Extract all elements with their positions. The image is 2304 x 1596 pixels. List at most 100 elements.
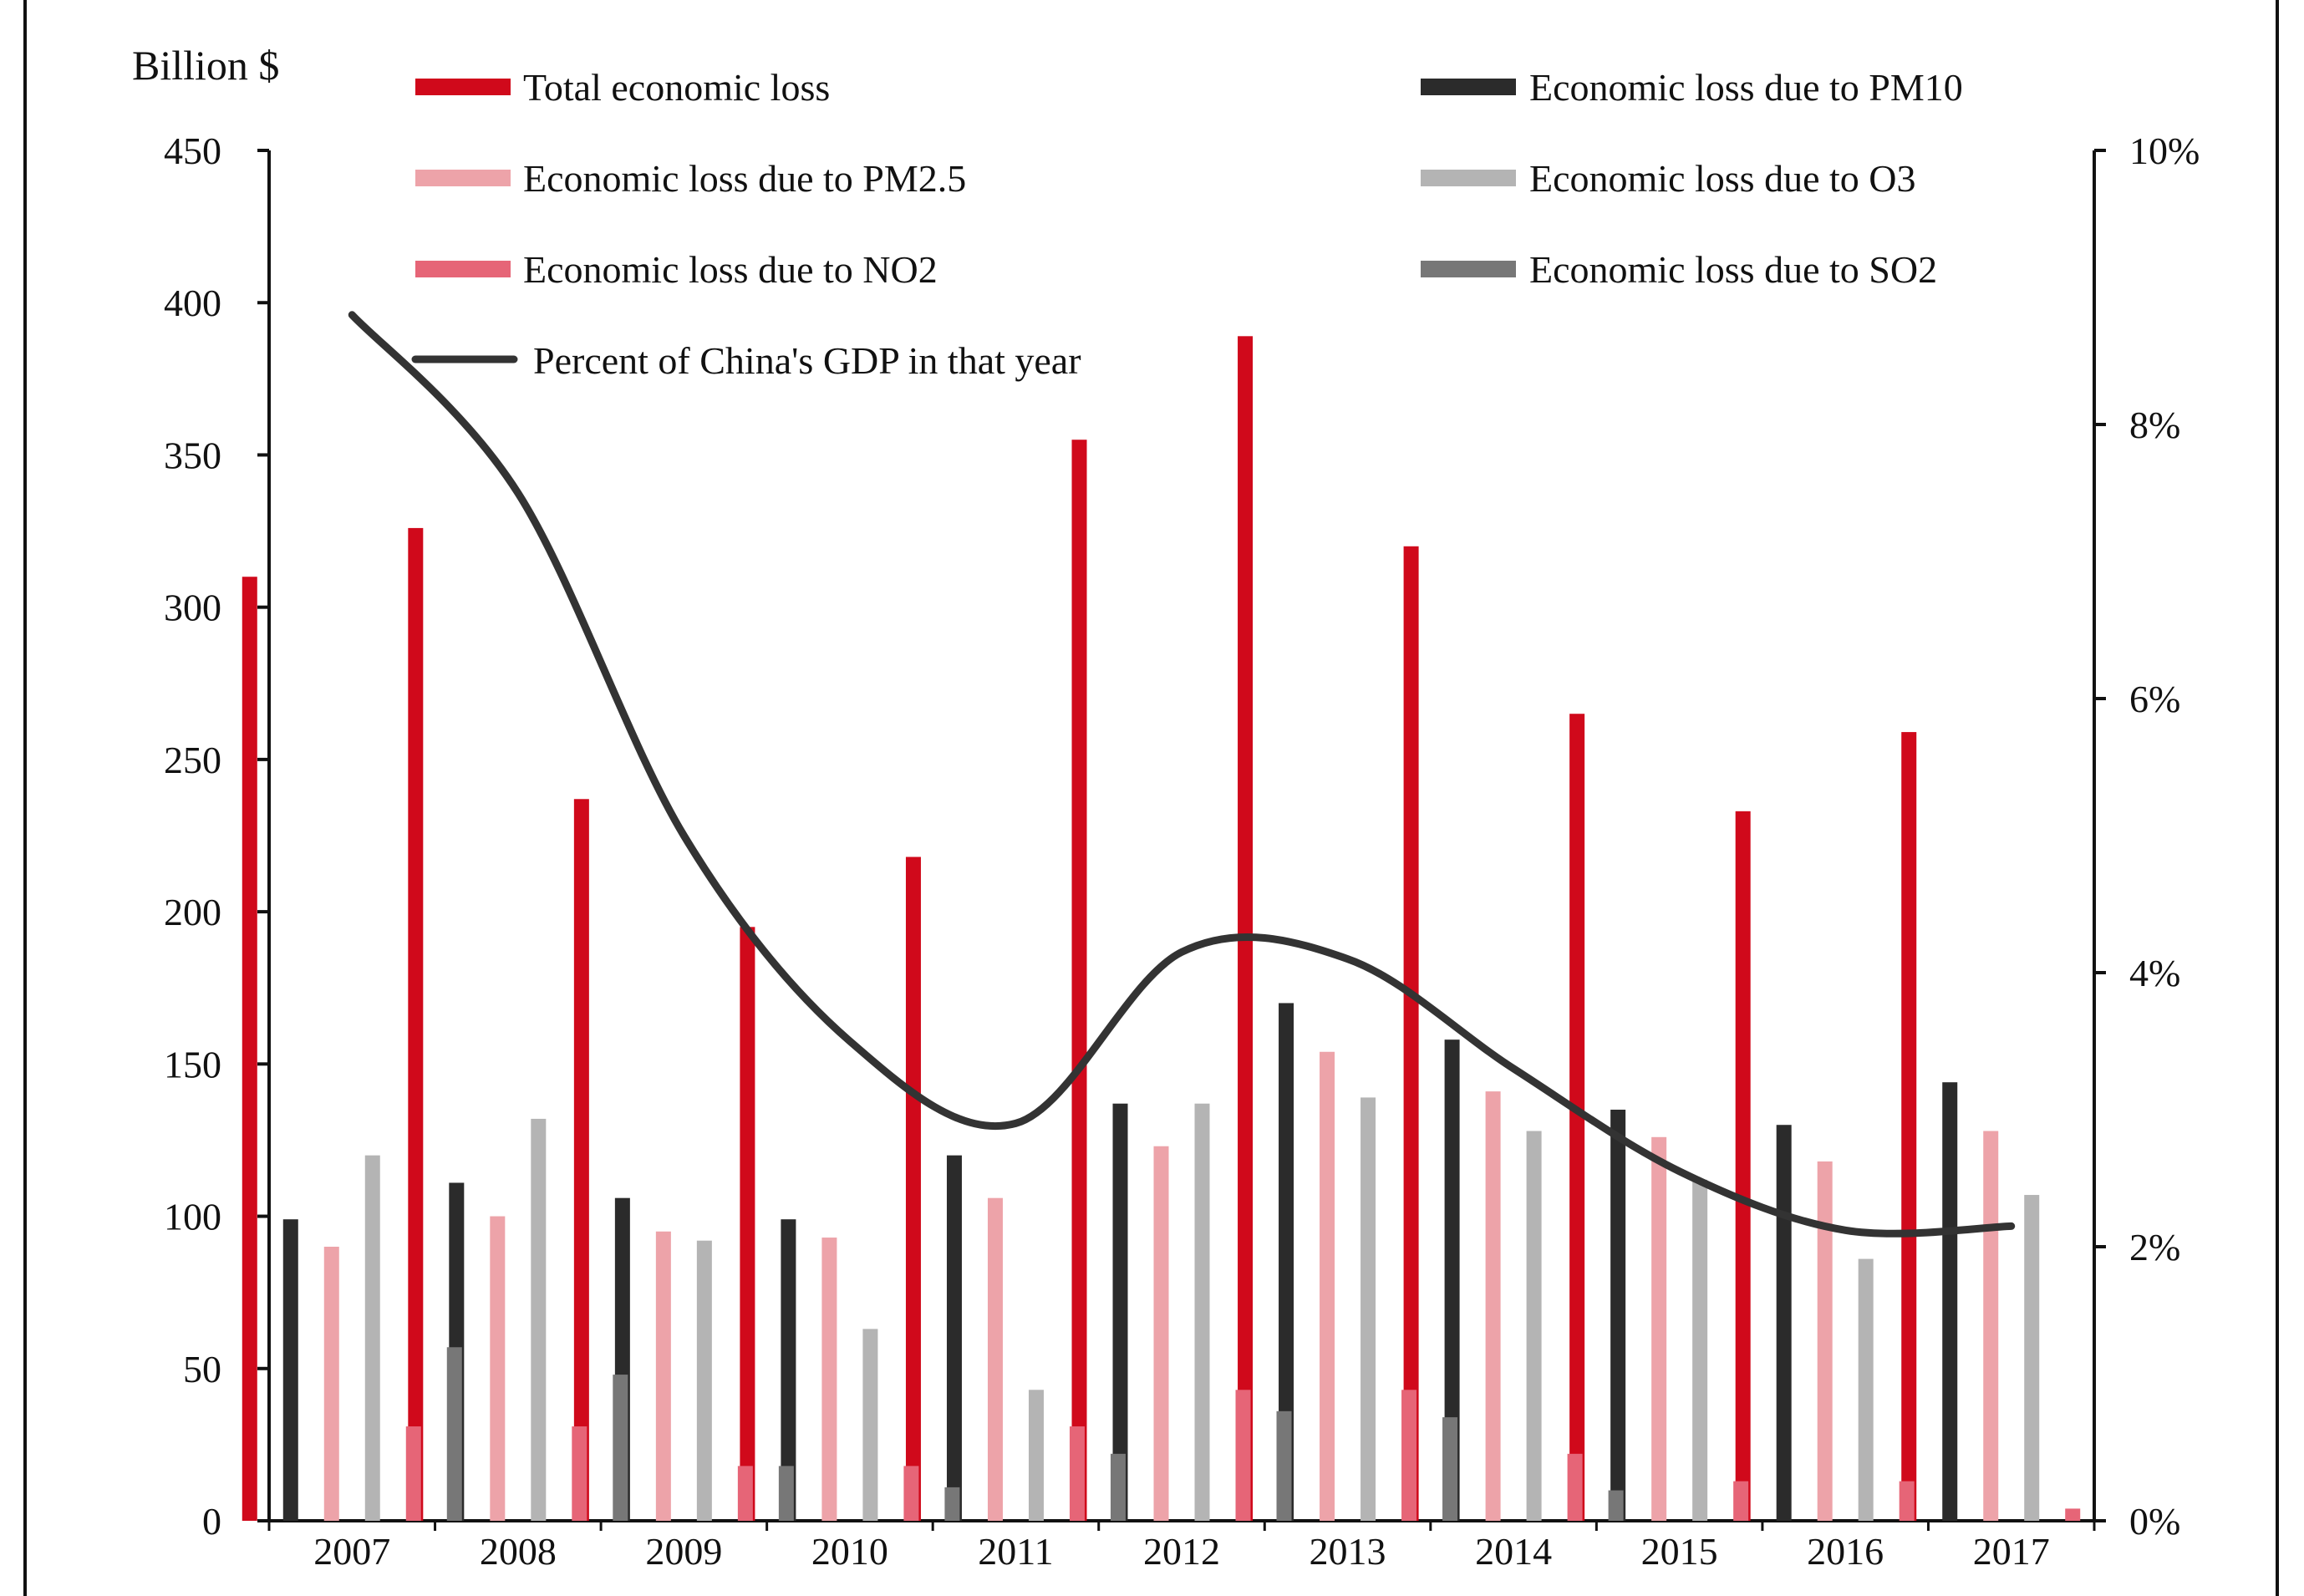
bar-pm25-2011: [987, 1197, 1003, 1521]
bar-o3-2011: [1028, 1390, 1044, 1521]
y-tick-label-350: 350: [164, 434, 221, 476]
legend-label-o3: Economic loss due to O3: [1529, 157, 1916, 200]
bar-pm25-2009: [655, 1231, 671, 1521]
bar-total-2016: [1735, 811, 1751, 1521]
y-tick-label-150: 150: [164, 1043, 221, 1085]
legend-swatch-no2: [415, 261, 511, 277]
legend-swatch-total: [415, 79, 511, 95]
y-tick-label-100: 100: [164, 1196, 221, 1238]
x-tick-label-2015: 2015: [1641, 1530, 1718, 1573]
bar-no2-2012: [1235, 1390, 1251, 1521]
bar-so2-2009: [778, 1466, 794, 1521]
y-tick-label-0: 0: [202, 1500, 221, 1543]
axes-layer: 0 50 100 150 200 250 300 350 400 450 0% 2% 4% 6% 8% 10%…: [164, 130, 2200, 1573]
legend-swatch-pm10: [1421, 79, 1516, 95]
bar-pm25-2007: [323, 1247, 339, 1521]
y-tick-label-250: 250: [164, 739, 221, 781]
bar-pm10-2015: [1610, 1110, 1626, 1521]
bars-layer: [242, 336, 2081, 1522]
x-tick-label-2007: 2007: [313, 1530, 390, 1573]
y2-tick-label-4: 4%: [2129, 952, 2180, 994]
bar-no2-2011: [1069, 1426, 1085, 1521]
bar-o3-2015: [1692, 1179, 1708, 1521]
bar-so2-2008: [613, 1375, 628, 1521]
bar-pm10-2010: [781, 1219, 796, 1521]
bar-total-2017: [1901, 732, 1917, 1521]
bar-pm25-2014: [1485, 1091, 1501, 1521]
y2-tick-label-0: 0%: [2129, 1500, 2180, 1543]
bar-o3-2014: [1526, 1131, 1542, 1521]
bar-o3-2007: [364, 1155, 380, 1521]
bar-pm25-2012: [1153, 1146, 1169, 1521]
bar-no2-2008: [572, 1426, 587, 1521]
bar-so2-2013: [1442, 1417, 1458, 1521]
y2-tick-label-2: 2%: [2129, 1226, 2180, 1268]
bar-o3-2017: [2024, 1195, 2040, 1521]
bar-total-2007: [242, 577, 257, 1522]
x-tick-label-2010: 2010: [811, 1530, 888, 1573]
legend-swatch-pm25: [415, 170, 511, 186]
bar-o3-2009: [696, 1240, 712, 1521]
legend-swatch-so2: [1421, 261, 1516, 277]
bar-total-2008: [408, 527, 424, 1521]
bar-no2-2009: [737, 1466, 753, 1521]
x-tick-label-2012: 2012: [1143, 1530, 1220, 1573]
gdp-percent-line: [348, 311, 2016, 1238]
bar-no2-2017: [2065, 1508, 2081, 1521]
bar-o3-2008: [531, 1118, 547, 1521]
bar-total-2013: [1238, 336, 1254, 1522]
bar-pm25-2008: [490, 1216, 506, 1521]
x-tick-label-2014: 2014: [1475, 1530, 1552, 1573]
x-tick-label-2013: 2013: [1310, 1530, 1386, 1573]
bar-so2-2012: [1276, 1410, 1292, 1521]
y-tick-label-50: 50: [183, 1348, 221, 1390]
bar-no2-2010: [903, 1466, 919, 1521]
legend-swatch-o3: [1421, 170, 1516, 186]
bar-no2-2016: [1899, 1481, 1915, 1521]
bar-pm25-2017: [1983, 1131, 1999, 1521]
bar-total-2011: [905, 856, 921, 1521]
gdp-line-layer: [348, 311, 2016, 1238]
bar-total-2014: [1403, 546, 1419, 1521]
bar-o3-2012: [1194, 1103, 1210, 1521]
y-tick-label-300: 300: [164, 587, 221, 629]
bar-o3-2013: [1361, 1097, 1376, 1521]
bar-pm10-2012: [1112, 1103, 1128, 1521]
bar-pm25-2013: [1320, 1051, 1335, 1521]
bar-no2-2015: [1733, 1481, 1749, 1521]
bar-so2-2011: [1110, 1453, 1126, 1521]
bar-pm10-2007: [282, 1219, 298, 1521]
y-tick-label-450: 450: [164, 130, 221, 172]
bar-total-2009: [573, 799, 589, 1521]
bar-pm10-2013: [1279, 1003, 1294, 1521]
bar-pm10-2017: [1942, 1082, 1958, 1521]
bar-pm10-2016: [1776, 1125, 1792, 1521]
bar-no2-2014: [1567, 1453, 1583, 1521]
legend: Total economic loss Economic loss due to …: [411, 66, 1963, 382]
bar-pm10-2014: [1444, 1039, 1460, 1521]
y-axis-unit-label: Billion $: [132, 42, 279, 89]
bar-o3-2010: [862, 1329, 878, 1521]
bar-pm25-2010: [821, 1238, 837, 1521]
legend-label-so2: Economic loss due to SO2: [1529, 248, 1937, 291]
legend-label-total: Total economic loss: [523, 66, 830, 109]
bar-so2-2007: [446, 1347, 462, 1521]
bar-no2-2013: [1401, 1390, 1417, 1521]
bar-o3-2016: [1858, 1258, 1874, 1521]
legend-label-gdp-line: Percent of China's GDP in that year: [533, 339, 1081, 382]
x-tick-label-2008: 2008: [480, 1530, 557, 1573]
y-tick-label-200: 200: [164, 891, 221, 933]
bar-so2-2010: [944, 1487, 960, 1521]
bar-no2-2007: [405, 1426, 421, 1521]
legend-label-pm10: Economic loss due to PM10: [1529, 66, 1963, 109]
x-tick-label-2011: 2011: [978, 1530, 1053, 1573]
bar-total-2010: [740, 927, 755, 1521]
bar-pm25-2016: [1817, 1161, 1833, 1521]
bar-pm25-2015: [1651, 1136, 1667, 1521]
bar-total-2012: [1071, 440, 1087, 1522]
bar-total-2015: [1569, 714, 1585, 1521]
y2-tick-label-8: 8%: [2129, 404, 2180, 446]
x-tick-label-2009: 2009: [645, 1530, 722, 1573]
legend-label-no2: Economic loss due to NO2: [523, 248, 938, 291]
